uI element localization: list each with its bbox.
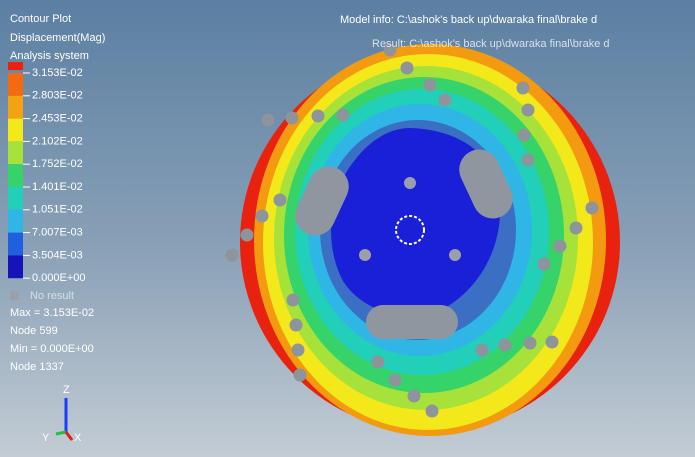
legend-label: 3.153E-02: [32, 67, 83, 79]
bolt: [359, 249, 371, 261]
legend-label: 1.051E-02: [32, 204, 83, 216]
node-marker: [388, 373, 402, 387]
node-marker: [521, 103, 535, 117]
hub: [331, 128, 501, 317]
legend-label: 7.007E-03: [32, 227, 83, 239]
legend-label: 1.401E-02: [32, 181, 83, 193]
node-marker: [498, 338, 512, 352]
node-marker: [293, 368, 307, 382]
legend-cap: [8, 62, 23, 70]
legend-label: 3.504E-03: [32, 249, 83, 261]
node-marker: [517, 128, 531, 142]
triad-label: Z: [63, 384, 70, 396]
bolt: [449, 249, 461, 261]
node-markers: [225, 43, 599, 418]
node-marker: [273, 193, 287, 207]
legend-swatch: [8, 118, 23, 142]
stat-line: Min = 0.000E+00: [10, 343, 94, 355]
node-marker: [311, 109, 325, 123]
legend-swatch: [8, 95, 23, 119]
legend-label: 1.752E-02: [32, 158, 83, 170]
node-marker: [286, 293, 300, 307]
node-marker: [423, 78, 437, 92]
bolt: [404, 177, 416, 189]
brake-disc: [240, 44, 620, 436]
stat-line: Max = 3.153E-02: [10, 307, 94, 319]
panel-line: Displacement(Mag): [10, 32, 105, 44]
node-marker: [371, 355, 385, 369]
legend-swatch: [8, 73, 23, 96]
no-result-label: No result: [30, 290, 74, 302]
node-marker: [523, 336, 537, 350]
node-marker: [516, 81, 530, 95]
node-marker: [407, 389, 421, 403]
legend-swatch: [8, 141, 23, 165]
legend-swatch: [8, 209, 23, 233]
slot: [366, 305, 458, 339]
panel-line: Contour Plot: [10, 13, 71, 25]
node-marker: [475, 343, 489, 357]
node-marker: [289, 318, 303, 332]
center-mark: [395, 215, 425, 245]
stat-line: Node 1337: [10, 361, 64, 373]
node-marker: [585, 201, 599, 215]
panel-line: Analysis system: [10, 50, 89, 62]
node-marker: [545, 335, 559, 349]
node-marker: [569, 221, 583, 235]
node-marker: [255, 209, 269, 223]
node-marker: [225, 248, 239, 262]
node-marker: [553, 239, 567, 253]
triad-label: X: [74, 432, 82, 444]
no-result-swatch: [10, 291, 19, 301]
legend-label: 0.000E+00: [32, 272, 86, 284]
legend-label: 2.102E-02: [32, 135, 83, 147]
y-axis: [55, 430, 67, 436]
legend-swatch: [8, 232, 23, 256]
node-marker: [438, 93, 452, 107]
node-marker: [521, 153, 535, 167]
triad: Z Y X: [42, 384, 82, 444]
legend-label: 2.453E-02: [32, 113, 83, 125]
stat-line: Node 599: [10, 325, 58, 337]
legend-swatch: [8, 187, 23, 210]
slot: [295, 166, 349, 236]
node-marker: [537, 257, 551, 271]
slot: [459, 149, 513, 219]
legend-swatch: [8, 164, 23, 187]
triad-label: Y: [42, 432, 50, 444]
model-info: Model info: C:\ashok's back up\dwaraka f…: [340, 14, 597, 26]
legend-label: 2.803E-02: [32, 90, 83, 102]
node-marker: [291, 343, 305, 357]
legend: 3.153E-02 2.803E-02 2.453E-02 2.102E-02 1.75…: [8, 67, 94, 373]
node-marker: [285, 111, 299, 125]
legend-swatch: [8, 255, 23, 279]
node-marker: [261, 113, 275, 127]
result-info: Result: C:\ashok's back up\dwaraka final…: [372, 38, 610, 50]
node-marker: [383, 43, 397, 57]
node-marker: [336, 108, 350, 122]
node-marker: [425, 404, 439, 418]
node-marker: [400, 61, 414, 75]
node-marker: [240, 228, 254, 242]
x-axis: [64, 431, 74, 441]
